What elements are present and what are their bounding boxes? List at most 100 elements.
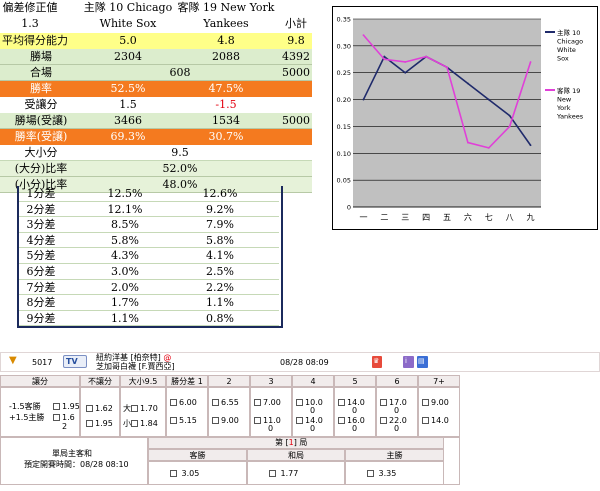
round-checkbox[interactable]	[269, 470, 276, 477]
diff-home: 1.1%	[111, 311, 139, 325]
handicap-home-odds-cont: 2	[62, 422, 68, 431]
round-option[interactable]: 3.05	[170, 469, 199, 478]
round-col-header: 客勝	[148, 449, 247, 461]
odds-value: 22.0	[389, 416, 407, 425]
margin-top-checkbox[interactable]	[422, 399, 429, 406]
odds-value-cont: 0	[352, 406, 358, 415]
legend-text: Sox	[557, 55, 569, 63]
margin-bottom-option[interactable]: 11.0	[254, 416, 281, 425]
margin-top-checkbox[interactable]	[212, 399, 219, 406]
margin-top-option[interactable]: 7.00	[254, 398, 281, 407]
moneyline-home-option[interactable]: 1.95	[86, 419, 113, 428]
diff-away: 2.5%	[206, 265, 234, 278]
round-checkbox[interactable]	[170, 470, 177, 477]
round-number: 1	[288, 438, 294, 447]
diff-away: 0.8%	[206, 311, 234, 325]
bookmark-icon[interactable]: ♛	[372, 356, 382, 368]
odds-value: 1.6	[62, 413, 75, 422]
round-header	[148, 437, 444, 449]
round-option[interactable]: 3.35	[367, 469, 396, 478]
handicap-away-checkbox[interactable]	[53, 403, 60, 410]
margin-bottom-option[interactable]: 9.00	[212, 416, 239, 425]
under-option[interactable]: 小 1.84	[123, 419, 158, 428]
handicap-away-option[interactable]: 1.95	[53, 402, 80, 411]
margin-bottom-option[interactable]: 22.0	[380, 416, 407, 425]
odds-value: 5.15	[179, 416, 197, 425]
margin-top-option[interactable]: 10.0	[296, 398, 323, 407]
margin-bottom-option[interactable]: 14.0	[422, 416, 449, 425]
odds-value: 3.05	[181, 469, 200, 478]
win-margin-chart: 0 0.05 0.10 0.15 0.20 0.25 0.30 0.35 一 二 三 四 五 六 七 八 九 主隊…	[332, 6, 598, 230]
handicap-home-checkbox[interactable]	[53, 414, 60, 421]
y-tick-label: 0.20	[337, 96, 351, 104]
under-label: 小	[123, 419, 131, 428]
margin-top-checkbox[interactable]	[254, 399, 261, 406]
legend-text: Yankees	[556, 113, 584, 121]
margin-bottom-checkbox[interactable]	[212, 417, 219, 424]
moneyline-away-checkbox[interactable]	[86, 405, 93, 412]
moneyline-home-checkbox[interactable]	[86, 420, 93, 427]
expand-arrow-icon[interactable]: ▼	[9, 355, 17, 366]
away-value: -1.5	[215, 98, 237, 111]
margin-bottom-option[interactable]: 5.15	[170, 416, 197, 425]
total-value: 5000	[282, 66, 310, 79]
margin-top-option[interactable]: 14.0	[338, 398, 365, 407]
row-label: (大分)比率	[14, 162, 68, 175]
under-checkbox[interactable]	[131, 420, 138, 427]
over-option[interactable]: 大 1.70	[123, 404, 158, 413]
margin-bottom-checkbox[interactable]	[170, 417, 177, 424]
diff-row: 4分差 5.8% 5.8%	[17, 233, 279, 249]
column-header: 7+	[418, 375, 460, 387]
margin-top-checkbox[interactable]	[170, 399, 177, 406]
big-ratio-value: 52.0%	[162, 162, 198, 175]
data-point	[508, 114, 511, 117]
total-value: 9.8	[287, 34, 305, 47]
margin-top-checkbox[interactable]	[296, 399, 303, 406]
margin-top-option[interactable]: 17.0	[380, 398, 407, 407]
diff-away: 9.2%	[206, 202, 234, 216]
over-under-cell	[120, 387, 166, 437]
margin-bottom-option[interactable]: 16.0	[338, 416, 365, 425]
x-tick-label: 一	[359, 213, 367, 222]
diff-label: 4分差	[26, 233, 56, 247]
odds-value-cont: 0	[310, 406, 316, 415]
margin-top-option[interactable]: 6.00	[170, 398, 197, 407]
info-icon[interactable]: i	[403, 356, 414, 368]
stats-icon[interactable]: ▤	[417, 356, 428, 368]
data-point	[529, 61, 532, 63]
moneyline-away-option[interactable]: 1.62	[86, 404, 113, 413]
home-value: 2304	[114, 50, 142, 63]
odds-value: 6.55	[221, 398, 239, 407]
diff-home: 8.5%	[111, 218, 139, 232]
margin-top-checkbox[interactable]	[380, 399, 387, 406]
odds-value: 10.0	[305, 398, 323, 407]
margin-cell	[418, 387, 460, 437]
margin-bottom-checkbox[interactable]	[254, 417, 261, 424]
margin-bottom-checkbox[interactable]	[296, 417, 303, 424]
diff-away: 7.9%	[206, 218, 234, 232]
round-option[interactable]: 1.77	[269, 469, 298, 478]
odds-value: 14.0	[305, 416, 323, 425]
over-label: 大	[123, 404, 131, 413]
margin-bottom-checkbox[interactable]	[338, 417, 345, 424]
legend-text: New	[557, 96, 572, 104]
column-header: 不讓分	[80, 375, 120, 387]
margin-top-option[interactable]: 6.55	[212, 398, 239, 407]
margin-bottom-option[interactable]: 14.0	[296, 416, 323, 425]
live-tv-icon[interactable]: TV	[63, 355, 87, 368]
margin-bottom-checkbox[interactable]	[422, 417, 429, 424]
single-inning-label: 單局主客和	[52, 449, 92, 458]
margin-top-option[interactable]: 9.00	[422, 398, 449, 407]
plot-area	[353, 19, 541, 207]
odds-value: 1.77	[280, 469, 299, 478]
data-point	[487, 98, 490, 101]
handicap-home-option[interactable]: 1.6	[53, 413, 75, 422]
odds-value-cont: 0	[268, 424, 274, 433]
margin-top-checkbox[interactable]	[338, 399, 345, 406]
column-header: 5	[334, 375, 376, 387]
margin-bottom-checkbox[interactable]	[380, 417, 387, 424]
over-checkbox[interactable]	[131, 405, 138, 412]
round-checkbox[interactable]	[367, 470, 374, 477]
odds-value-cont: 0	[394, 424, 400, 433]
odds-value: 7.00	[263, 398, 281, 407]
